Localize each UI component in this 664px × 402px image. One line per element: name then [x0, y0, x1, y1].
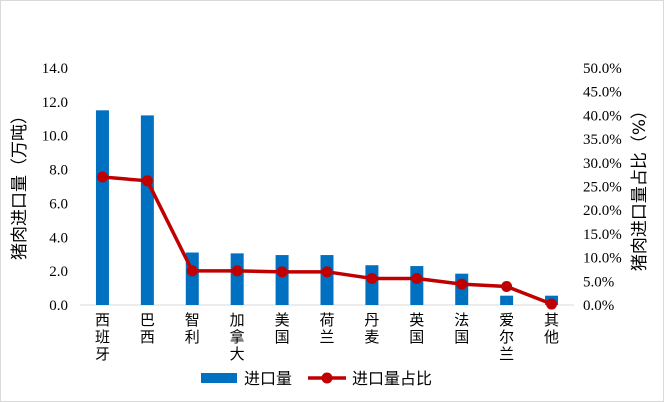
category-label: 美国	[275, 312, 290, 346]
line-point	[186, 265, 198, 277]
y-tick-label: 0.0	[49, 298, 68, 314]
line-point	[546, 298, 558, 310]
y-tick-label: 2.0	[49, 264, 68, 280]
bar	[500, 295, 514, 305]
y2-tick-label: 50.0%	[583, 61, 622, 77]
category-label: 英国	[409, 311, 424, 346]
category-label: 巴西	[140, 313, 155, 346]
bar	[320, 255, 334, 305]
bar	[140, 115, 154, 306]
line-point	[411, 272, 423, 284]
y-tick-label: 12.0	[42, 95, 68, 111]
left-axis-ticks: 0.0 2.0 4.0 6.0 8.0 10.0 12.0 14.0	[42, 61, 68, 314]
line-point	[366, 272, 378, 284]
category-label: 丹麦	[364, 313, 379, 346]
y2-tick-label: 25.0%	[583, 180, 622, 196]
category-label: 法国	[454, 312, 469, 346]
category-label: 荷兰	[319, 312, 334, 346]
category-label: 智利	[185, 311, 200, 346]
legend-line-label: 进口量占比	[352, 369, 432, 388]
line-point	[276, 266, 288, 278]
y2-tick-label: 30.0%	[583, 156, 622, 172]
line-series	[96, 171, 558, 310]
y-tick-label: 4.0	[49, 230, 68, 246]
bar	[410, 266, 424, 305]
legend-bar-label: 进口量	[244, 369, 292, 388]
category-label: 加拿大	[230, 312, 245, 363]
bar	[230, 253, 244, 305]
y-tick-label: 14.0	[42, 61, 68, 77]
line-point	[456, 278, 468, 290]
line-point	[321, 266, 333, 278]
category-label: 其他	[544, 312, 559, 346]
legend-line-marker	[321, 372, 333, 384]
y2-tick-label: 45.0%	[583, 85, 622, 101]
line-point	[96, 171, 108, 183]
category-label: 西班牙	[95, 313, 110, 363]
y2-tick-label: 10.0%	[583, 251, 622, 267]
bar	[365, 265, 379, 305]
y2-tick-label: 40.0%	[583, 108, 622, 124]
y2-axis-title: 猪肉进口量占比（%）	[630, 102, 650, 271]
legend: 进口量 进口量占比	[201, 369, 432, 388]
y2-tick-label: 5.0%	[583, 274, 614, 290]
legend-bar-swatch	[201, 373, 237, 383]
line-point	[501, 281, 513, 293]
line-point	[231, 265, 243, 277]
bar	[95, 110, 109, 305]
y-tick-label: 8.0	[49, 163, 68, 179]
y2-tick-label: 0.0%	[583, 298, 614, 314]
y-axis-title: 猪肉进口量（万吨）	[10, 107, 30, 260]
category-label: 爱尔兰	[499, 312, 514, 363]
y2-tick-label: 20.0%	[583, 203, 622, 219]
bar	[275, 255, 289, 305]
y-tick-label: 6.0	[49, 196, 68, 212]
line-point	[141, 175, 153, 187]
right-axis-ticks: 0.0% 5.0% 10.0% 15.0% 20.0% 25.0% 30.0% 35.0% 40…	[583, 61, 622, 314]
y2-tick-label: 15.0%	[583, 227, 622, 243]
y-tick-label: 10.0	[42, 129, 68, 145]
y2-tick-label: 35.0%	[583, 132, 622, 148]
